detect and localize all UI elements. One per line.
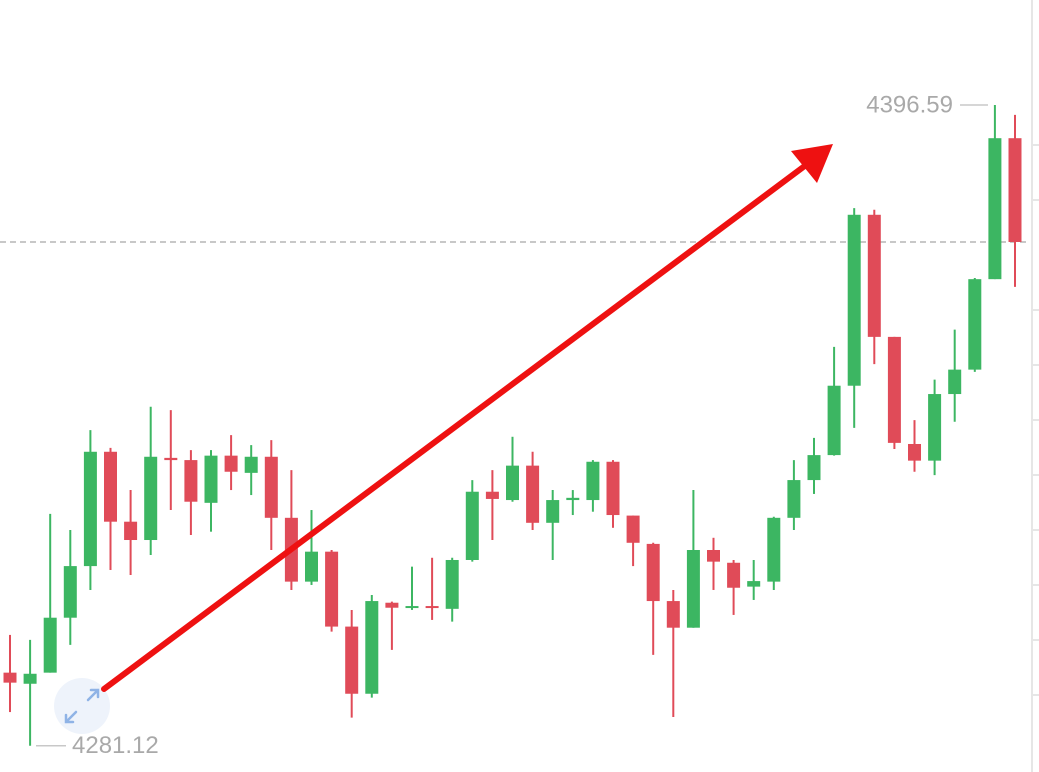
- candle-body: [727, 562, 741, 588]
- candle-body: [385, 602, 399, 608]
- axis-ticks: [1032, 144, 1039, 696]
- candle-body: [104, 451, 117, 522]
- candle-body: [83, 451, 97, 567]
- candle-body: [526, 465, 540, 523]
- candle-body: [23, 673, 37, 684]
- candle-body: [827, 385, 841, 456]
- candle-body: [124, 521, 138, 541]
- candle-body: [707, 550, 720, 562]
- candle-body: [204, 455, 218, 503]
- candle-body: [345, 626, 359, 694]
- candle-body: [485, 491, 499, 499]
- min-price-label: 4281.12: [72, 732, 159, 759]
- candle-body: [325, 551, 339, 627]
- candle-body: [747, 581, 761, 587]
- candle-body: [586, 461, 600, 501]
- candle-body: [867, 214, 881, 337]
- candle-body: [244, 456, 258, 473]
- candle-body: [988, 138, 1002, 280]
- candle-body: [546, 500, 560, 523]
- candle-body: [566, 497, 580, 501]
- candle-body: [164, 457, 178, 461]
- candle-body: [626, 515, 640, 543]
- trend-arrow: [101, 144, 833, 692]
- candle-body: [666, 601, 680, 628]
- candle-body: [767, 517, 781, 582]
- candle-body: [787, 480, 801, 518]
- candle-body: [3, 672, 17, 683]
- candles: [0, 104, 1030, 746]
- candle-body: [405, 606, 419, 609]
- candle-body: [465, 491, 479, 560]
- expand-icon: [54, 678, 110, 734]
- candle-body: [807, 455, 821, 481]
- candle-body: [1008, 138, 1022, 242]
- candle-body: [63, 566, 77, 618]
- candle-body: [506, 465, 519, 501]
- candle-body: [908, 443, 921, 461]
- candle-body: [606, 461, 620, 516]
- candle-body: [968, 279, 982, 370]
- candle-body: [264, 456, 278, 518]
- candle-body: [887, 336, 901, 443]
- candle-body: [184, 460, 198, 502]
- candle-body: [425, 606, 439, 609]
- candle-body: [948, 369, 962, 395]
- candle-body: [928, 394, 942, 461]
- candle-body: [305, 551, 318, 582]
- candle-body: [646, 543, 660, 602]
- candle-body: [43, 617, 57, 673]
- candle-body: [224, 455, 238, 472]
- candle-body: [686, 550, 700, 628]
- candle-body: [445, 559, 459, 609]
- candle-body: [144, 456, 158, 541]
- max-price-label: 4396.59: [866, 91, 953, 118]
- candle-body: [365, 601, 379, 694]
- candle-body: [847, 214, 861, 386]
